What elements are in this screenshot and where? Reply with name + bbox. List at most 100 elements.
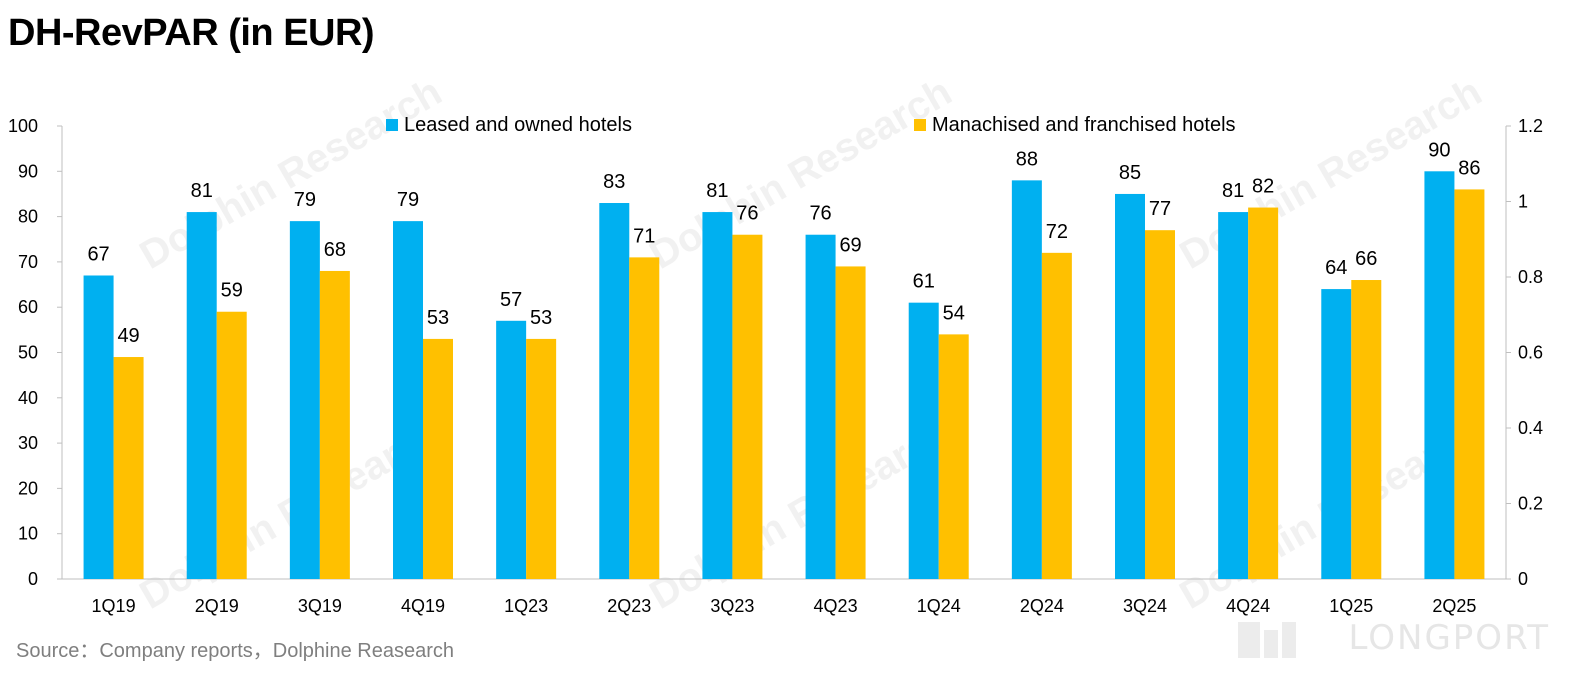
longport-logo-icon — [1238, 622, 1304, 658]
bar-leased-owned — [599, 203, 630, 579]
data-label: 81 — [706, 180, 728, 202]
data-label: 53 — [530, 307, 552, 329]
y2-tick-label: 0.2 — [1518, 494, 1543, 514]
bar-manachised-franchised — [1351, 280, 1382, 579]
legend-swatch — [914, 119, 926, 131]
data-label: 53 — [427, 307, 449, 329]
data-label: 64 — [1325, 257, 1347, 279]
bar-leased-owned — [1218, 212, 1249, 579]
y-tick-label: 50 — [18, 343, 38, 363]
legend-label: Manachised and franchised hotels — [932, 114, 1236, 136]
bar-manachised-franchised — [1454, 189, 1485, 580]
x-tick-label: 1Q23 — [504, 596, 548, 616]
x-tick-label: 3Q24 — [1123, 596, 1167, 616]
bar-leased-owned — [1424, 171, 1455, 580]
legend-swatch — [386, 119, 398, 131]
data-label: 79 — [397, 189, 419, 211]
bar-leased-owned — [83, 275, 114, 579]
data-label: 82 — [1252, 176, 1274, 198]
data-label: 81 — [191, 180, 213, 202]
bar-leased-owned — [393, 221, 423, 579]
data-label: 90 — [1428, 139, 1450, 161]
bar-manachised-franchised — [938, 334, 969, 579]
bar-leased-owned — [805, 234, 836, 579]
x-tick-label: 4Q23 — [814, 596, 858, 616]
y-tick-label: 90 — [18, 161, 38, 181]
y-tick-label: 40 — [18, 388, 38, 408]
x-tick-label: 2Q24 — [1020, 596, 1064, 616]
data-label: 77 — [1149, 198, 1171, 220]
data-label: 61 — [913, 271, 935, 293]
legend: Leased and owned hotels Manachised and fr… — [386, 114, 1236, 136]
bar-manachised-franchised — [113, 357, 144, 579]
bar-manachised-franchised — [1248, 207, 1279, 580]
data-label: 72 — [1046, 221, 1068, 243]
y2-tick-label: 1 — [1518, 192, 1528, 212]
bar-manachised-franchised — [1145, 230, 1175, 579]
data-label: 59 — [221, 280, 243, 302]
data-label: 85 — [1119, 162, 1141, 184]
x-tick-label: 1Q19 — [92, 596, 136, 616]
data-label: 54 — [943, 302, 965, 324]
bar-leased-owned — [1011, 180, 1042, 580]
longport-watermark: LONGPORT — [1348, 618, 1550, 658]
x-tick-label: 2Q19 — [195, 596, 239, 616]
x-tick-label: 1Q25 — [1329, 596, 1373, 616]
y-tick-label: 60 — [18, 297, 38, 317]
data-label: 88 — [1016, 148, 1038, 170]
bar-manachised-franchised — [835, 266, 866, 579]
bar-leased-owned — [496, 320, 527, 579]
watermark-text: Dolphin Research — [643, 70, 960, 278]
bar-manachised-franchised — [732, 234, 763, 579]
x-tick-label: 2Q23 — [607, 596, 651, 616]
bar-manachised-franchised — [526, 338, 557, 579]
x-tick-label: 2Q25 — [1432, 596, 1476, 616]
y-tick-label: 10 — [18, 524, 38, 544]
y2-tick-label: 0.8 — [1518, 267, 1543, 287]
source-note: Source：Company reports，Dolphine Reasearc… — [16, 640, 454, 662]
data-label: 79 — [294, 189, 316, 211]
data-label: 83 — [603, 171, 625, 193]
y-tick-label: 100 — [8, 116, 38, 136]
y-tick-label: 80 — [18, 207, 38, 227]
data-label: 66 — [1355, 248, 1377, 270]
y2-tick-label: 1.2 — [1518, 116, 1543, 136]
data-label: 68 — [324, 239, 346, 261]
y2-tick-label: 0 — [1518, 569, 1528, 589]
bar-manachised-franchised — [629, 257, 660, 579]
data-label: 49 — [117, 325, 139, 347]
axes: 0 10 20 30 40 50 60 70 80 90 100 0 0.2 0.4 0.6 0.8 1 1.2 1… — [8, 116, 1543, 616]
chart-title: DH-RevPAR (in EUR) — [8, 12, 375, 54]
bars — [83, 171, 1485, 580]
y2-tick-label: 0.4 — [1518, 418, 1543, 438]
y-tick-label: 70 — [18, 252, 38, 272]
bar-manachised-franchised — [319, 270, 350, 579]
x-tick-label: 3Q23 — [710, 596, 754, 616]
legend-label: Leased and owned hotels — [404, 114, 632, 136]
y-tick-label: 30 — [18, 433, 38, 453]
bar-leased-owned — [1321, 289, 1352, 579]
y-tick-label: 0 — [28, 569, 38, 589]
bar-leased-owned — [702, 212, 733, 579]
data-labels: 67 49 81 59 79 68 79 53 57 53 83 71 81 76 76 69 61 54 88 72… — [87, 139, 1480, 347]
data-label: 86 — [1458, 157, 1480, 179]
y-tick-label: 20 — [18, 478, 38, 498]
bar-manachised-franchised — [423, 338, 453, 579]
data-label: 71 — [633, 225, 655, 247]
bar-manachised-franchised — [1041, 252, 1072, 579]
data-label: 76 — [736, 203, 758, 225]
bar-leased-owned — [186, 212, 217, 579]
bar-leased-owned — [1115, 193, 1145, 579]
data-label: 69 — [839, 234, 861, 256]
bar-leased-owned — [289, 221, 320, 579]
y2-tick-label: 0.6 — [1518, 343, 1543, 363]
bar-leased-owned — [908, 302, 939, 579]
x-tick-label: 4Q24 — [1226, 596, 1270, 616]
x-tick-label: 4Q19 — [401, 596, 445, 616]
x-tick-label: 3Q19 — [298, 596, 342, 616]
bar-manachised-franchised — [216, 311, 247, 579]
data-label: 67 — [87, 243, 109, 265]
x-tick-label: 1Q24 — [917, 596, 961, 616]
data-label: 76 — [809, 203, 831, 225]
